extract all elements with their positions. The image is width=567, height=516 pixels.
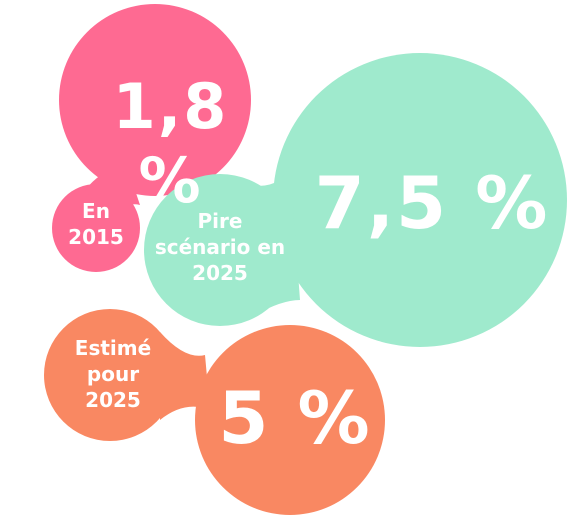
orange-bubble-large [195,325,385,515]
orange-bubble-bridge [160,332,210,420]
mint-bubble-large [273,53,567,347]
orange-bubble-small [44,309,176,441]
pink-bubble-bridge [85,170,140,230]
pink-value: 1,8 % [112,70,229,218]
orange-value: 5 % [218,376,372,460]
mint-value: 7,5 % [314,161,550,245]
mint-label: Pire scénario en 2025 [154,209,286,285]
pink-bubble-large [59,4,251,196]
orange-label: Estimé pour 2025 [74,336,152,412]
pink-label: En 2015 [68,199,124,249]
mint-bubble-bridge [250,165,300,318]
